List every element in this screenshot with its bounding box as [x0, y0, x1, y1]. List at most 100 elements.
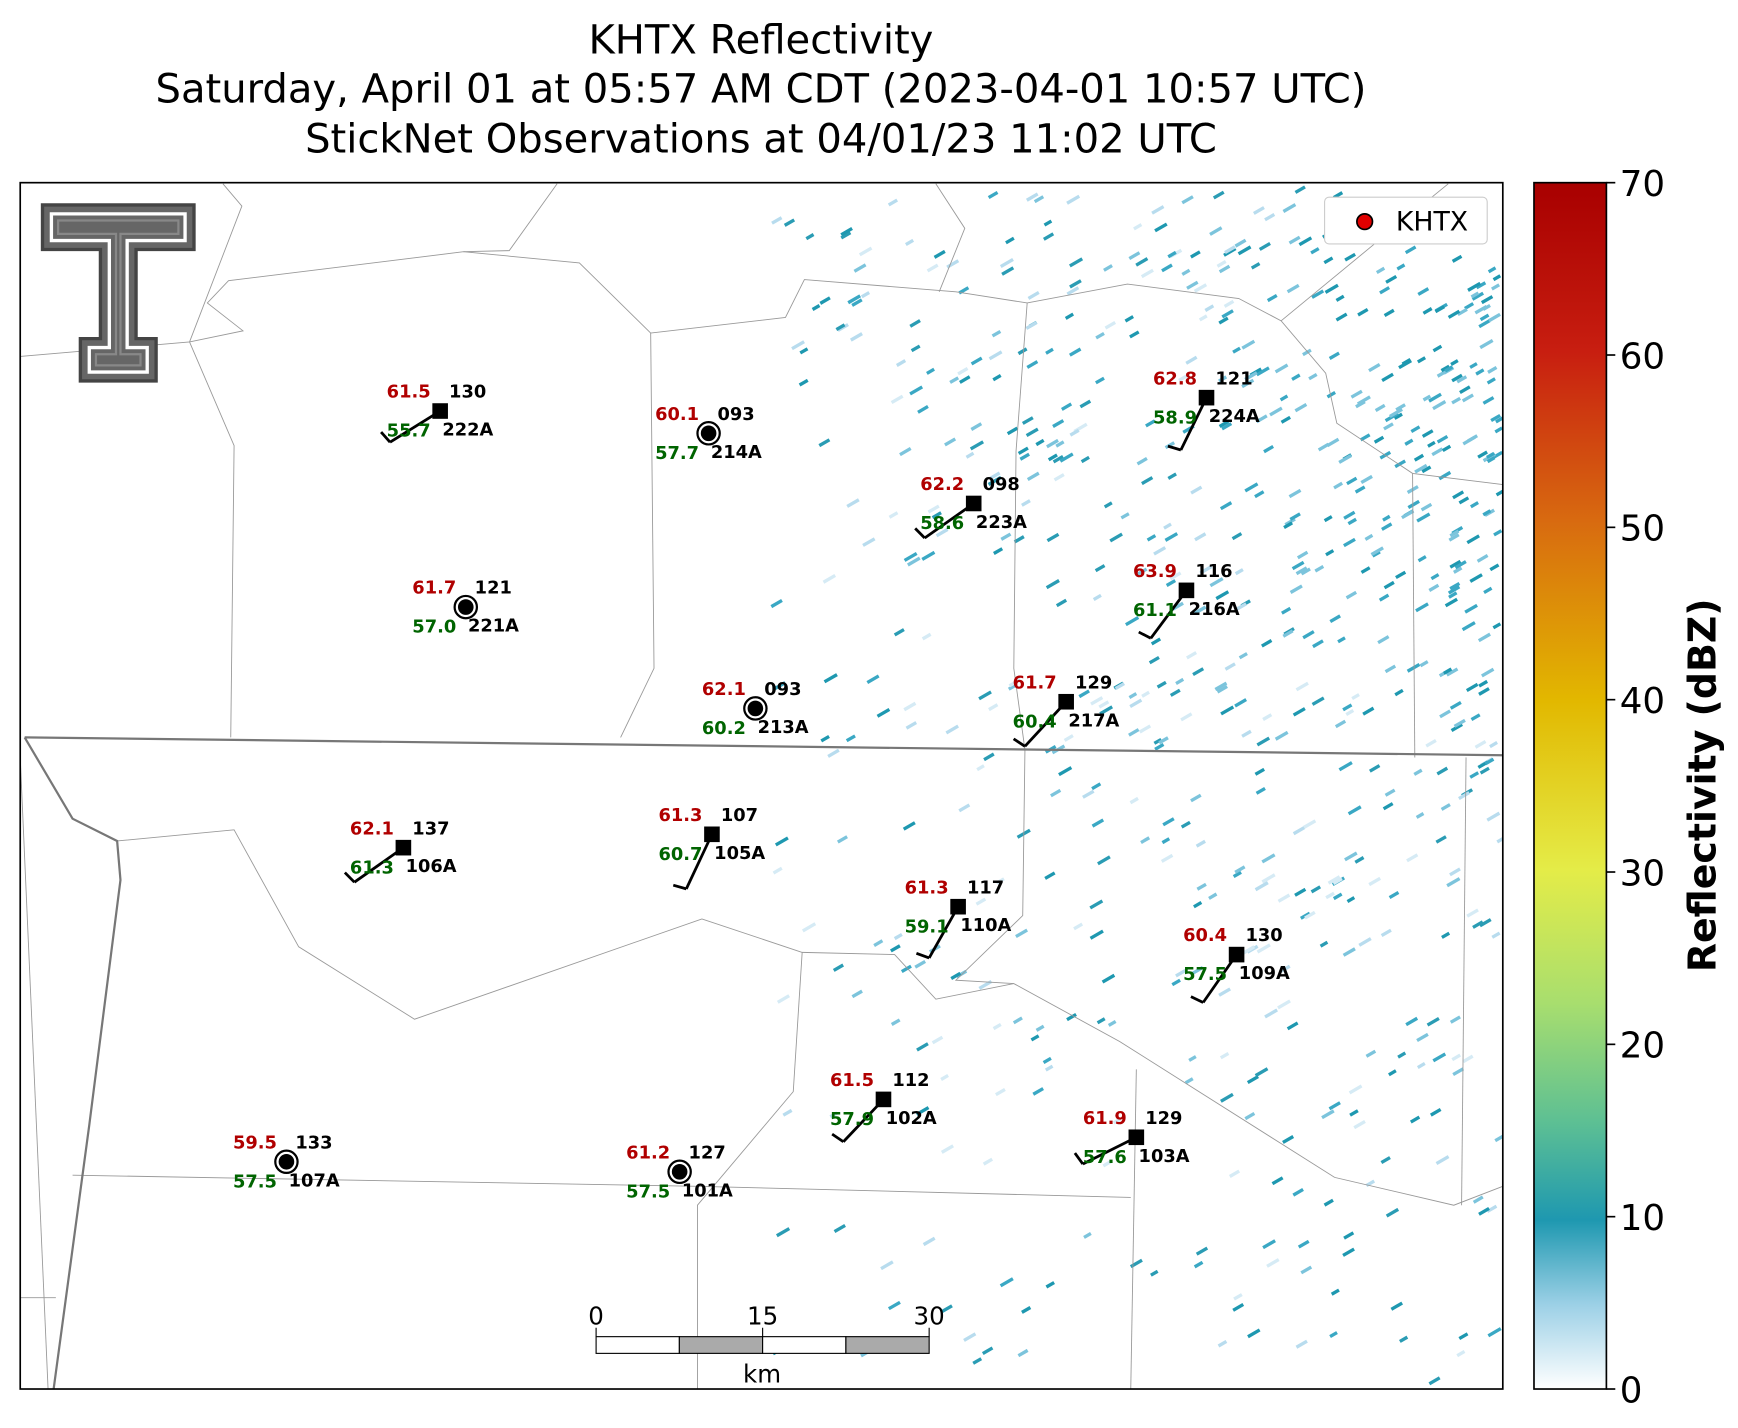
echo — [1063, 734, 1074, 742]
echo — [1456, 375, 1468, 384]
echo — [1451, 1053, 1462, 1062]
dewpoint: 57.9 — [830, 1109, 874, 1130]
echo — [845, 734, 856, 743]
echo — [1417, 287, 1430, 296]
echo — [999, 258, 1014, 269]
echo — [1472, 1195, 1484, 1204]
echo — [989, 471, 1001, 480]
echo — [1458, 496, 1470, 505]
echo — [1078, 689, 1090, 699]
echo — [1413, 768, 1423, 776]
echo — [1300, 1265, 1313, 1275]
echo — [1374, 403, 1386, 413]
echo — [1364, 533, 1374, 541]
echo — [1422, 394, 1432, 402]
echo — [847, 294, 862, 305]
echo — [1053, 473, 1065, 482]
echo — [1467, 281, 1482, 292]
echo — [1103, 264, 1113, 272]
echo — [1274, 363, 1289, 374]
echo — [1449, 700, 1462, 710]
echo — [1486, 377, 1496, 385]
map-area: 61.5 130 55.7 222A 60.1 093 57.7 214A 62.2 098 58.… — [20, 183, 1503, 1390]
echo — [1295, 1339, 1308, 1349]
scale-tick-label: 30 — [914, 1301, 945, 1330]
station: 61.3 107 60.7 105A — [658, 805, 765, 891]
echo — [1025, 427, 1039, 437]
echo — [1461, 621, 1476, 632]
echo — [1436, 766, 1449, 776]
echo — [1069, 347, 1082, 357]
echo — [991, 329, 1002, 338]
station-id: 101A — [682, 1180, 733, 1201]
temperature: 62.1 — [702, 679, 746, 700]
pressure: 098 — [983, 474, 1020, 495]
echo — [1193, 901, 1203, 909]
echo — [959, 375, 971, 384]
echo — [1280, 415, 1291, 424]
echo — [1021, 499, 1031, 507]
echo — [1358, 937, 1372, 947]
echo — [1324, 283, 1339, 294]
echo — [1475, 368, 1485, 376]
echo — [1171, 978, 1181, 987]
echo — [1281, 606, 1292, 615]
echo — [1190, 965, 1204, 976]
echo — [907, 556, 921, 567]
echo — [1428, 1376, 1441, 1386]
echo — [1244, 1112, 1256, 1121]
station: 60.1 093 57.7 214A — [655, 404, 762, 464]
echo — [1046, 438, 1059, 449]
echo — [1148, 656, 1160, 665]
echo — [1385, 274, 1398, 284]
county-line — [1412, 473, 1416, 758]
station-marker — [1058, 693, 1074, 710]
echo — [1481, 667, 1495, 678]
echo — [1447, 309, 1461, 319]
echo — [944, 437, 957, 447]
echo — [1414, 463, 1428, 474]
echo — [1120, 512, 1130, 520]
echo — [1291, 560, 1305, 571]
echo — [940, 1074, 949, 1081]
county-line — [1461, 757, 1467, 1206]
echo — [1469, 573, 1483, 583]
legend-box — [1324, 196, 1488, 245]
echo — [1167, 472, 1177, 480]
station: 61.3 117 59.1 110A — [905, 877, 1012, 960]
echo — [887, 198, 899, 207]
echo — [992, 373, 1002, 382]
echo — [1479, 313, 1490, 322]
echo — [1489, 563, 1500, 572]
echo — [1246, 1075, 1259, 1084]
echo — [1299, 911, 1311, 920]
echo — [1350, 389, 1363, 399]
calm-ring — [453, 594, 479, 620]
echo — [1444, 365, 1454, 373]
echo — [1394, 688, 1404, 697]
wind-barb-flag — [343, 871, 356, 884]
echo — [1175, 677, 1185, 685]
echo — [1025, 192, 1039, 202]
echo — [1311, 696, 1325, 706]
echo — [1052, 455, 1064, 464]
echo — [1381, 372, 1394, 382]
colorbar-tick-label: 40 — [1620, 681, 1665, 722]
echo — [1058, 766, 1073, 777]
echo — [1150, 637, 1162, 646]
echo — [988, 350, 1003, 361]
echo — [890, 944, 901, 953]
echo — [799, 347, 809, 355]
echo — [1005, 236, 1015, 245]
station: 61.2 127 57.5 101A — [626, 1142, 733, 1202]
echo — [776, 994, 790, 1004]
temperature: 61.3 — [905, 877, 949, 898]
echo — [1175, 968, 1187, 978]
echo — [1349, 1109, 1359, 1117]
echo — [1128, 251, 1141, 260]
echo — [1231, 532, 1243, 541]
echo — [999, 1277, 1014, 1288]
echo — [1464, 603, 1478, 614]
echo — [1218, 987, 1231, 997]
